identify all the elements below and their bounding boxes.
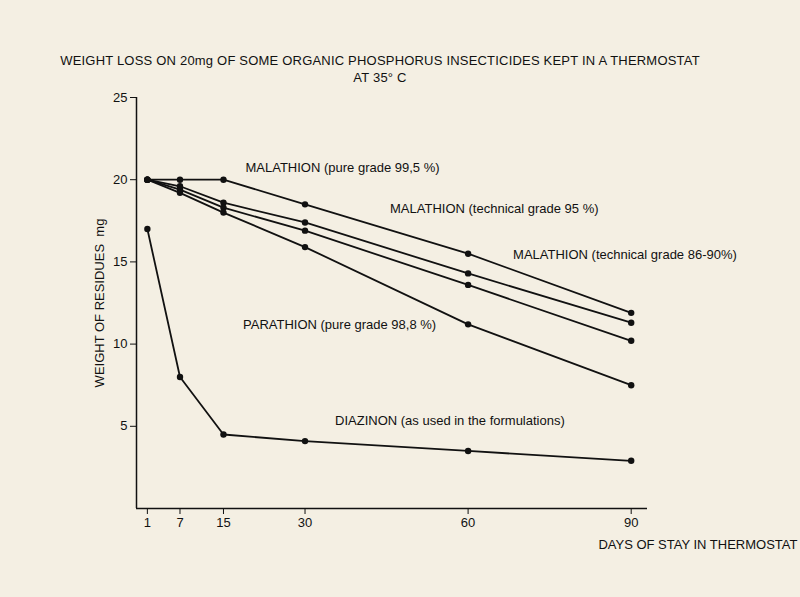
svg-text:10: 10 [113,336,127,351]
svg-text:60: 60 [461,515,475,530]
svg-text:DAYS OF STAY IN THERMOSTAT: DAYS OF STAY IN THERMOSTAT [598,537,797,552]
svg-text:MALATHION (pure grade 99,5 %): MALATHION (pure grade 99,5 %) [245,160,439,175]
svg-text:DIAZINON (as used in the formu: DIAZINON (as used in the formulations) [335,413,565,428]
svg-text:20: 20 [113,172,127,187]
svg-text:15: 15 [216,515,230,530]
svg-text:WEIGHT OF RESIDUES mg: WEIGHT OF RESIDUES mg [92,219,107,388]
svg-text:30: 30 [298,515,312,530]
svg-text:15: 15 [113,254,127,269]
html-text:AT 35° C: AT 35° C [353,70,407,85]
svg-text:1: 1 [144,515,151,530]
svg-text:5: 5 [120,418,127,433]
svg-text:MALATHION (technical grade 86-: MALATHION (technical grade 86-90%) [513,247,737,262]
svg-text:7: 7 [176,515,183,530]
svg-text:90: 90 [624,515,638,530]
svg-text:PARATHION (pure grade 98,8 %): PARATHION (pure grade 98,8 %) [243,317,436,332]
svg-text:MALATHION (technical grade 95: MALATHION (technical grade 95 %) [390,201,599,216]
svg-text:25: 25 [113,90,127,105]
html-text:WEIGHT LOSS ON 20mg OF SOME OR: WEIGHT LOSS ON 20mg OF SOME ORGANIC PHOS… [60,53,700,68]
